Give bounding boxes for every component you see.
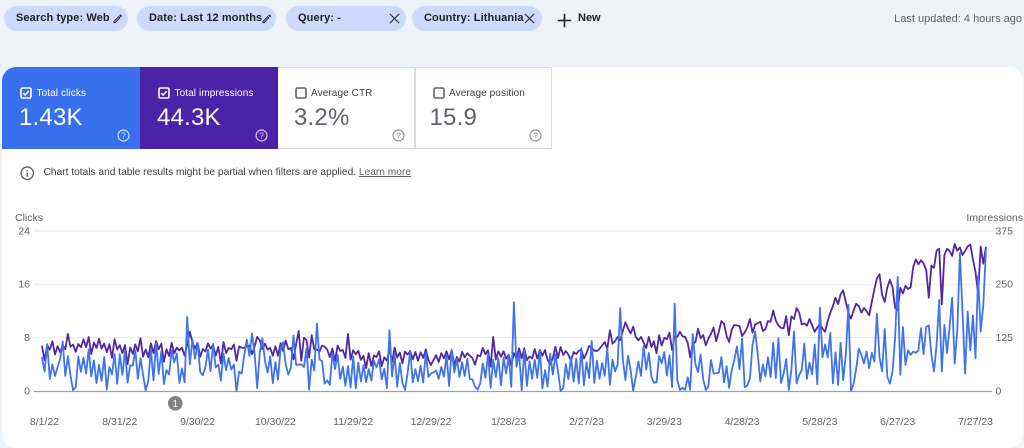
svg-text:?: ? <box>534 130 539 140</box>
svg-text:8/31/22: 8/31/22 <box>102 416 137 428</box>
svg-text:6/27/23: 6/27/23 <box>880 416 915 428</box>
svg-text:250: 250 <box>996 279 1014 291</box>
svg-text:0: 0 <box>996 385 1002 397</box>
svg-text:?: ? <box>121 130 126 140</box>
svg-text:5/28/23: 5/28/23 <box>802 416 837 428</box>
svg-text:11/29/22: 11/29/22 <box>333 416 373 428</box>
svg-text:3/29/23: 3/29/23 <box>647 416 682 428</box>
svg-text:9/30/22: 9/30/22 <box>180 416 215 428</box>
svg-text:10/30/22: 10/30/22 <box>255 416 296 428</box>
svg-text:1: 1 <box>173 399 179 410</box>
svg-text:8/1/22: 8/1/22 <box>30 416 59 428</box>
svg-text:8: 8 <box>24 332 30 344</box>
svg-text:1/28/23: 1/28/23 <box>491 416 526 428</box>
svg-text:?: ? <box>396 130 401 140</box>
svg-text:7/27/23: 7/27/23 <box>958 416 993 428</box>
svg-text:24: 24 <box>18 225 30 237</box>
svg-text:16: 16 <box>18 279 30 291</box>
svg-text:?: ? <box>259 130 264 140</box>
svg-text:375: 375 <box>996 225 1014 237</box>
svg-text:Clicks: Clicks <box>15 212 43 224</box>
svg-text:Impressions: Impressions <box>966 212 1023 224</box>
svg-text:125: 125 <box>996 332 1014 344</box>
svg-text:4/28/23: 4/28/23 <box>725 416 760 428</box>
svg-text:2/27/23: 2/27/23 <box>569 416 604 428</box>
svg-text:0: 0 <box>24 385 30 397</box>
svg-text:12/29/22: 12/29/22 <box>411 416 452 428</box>
